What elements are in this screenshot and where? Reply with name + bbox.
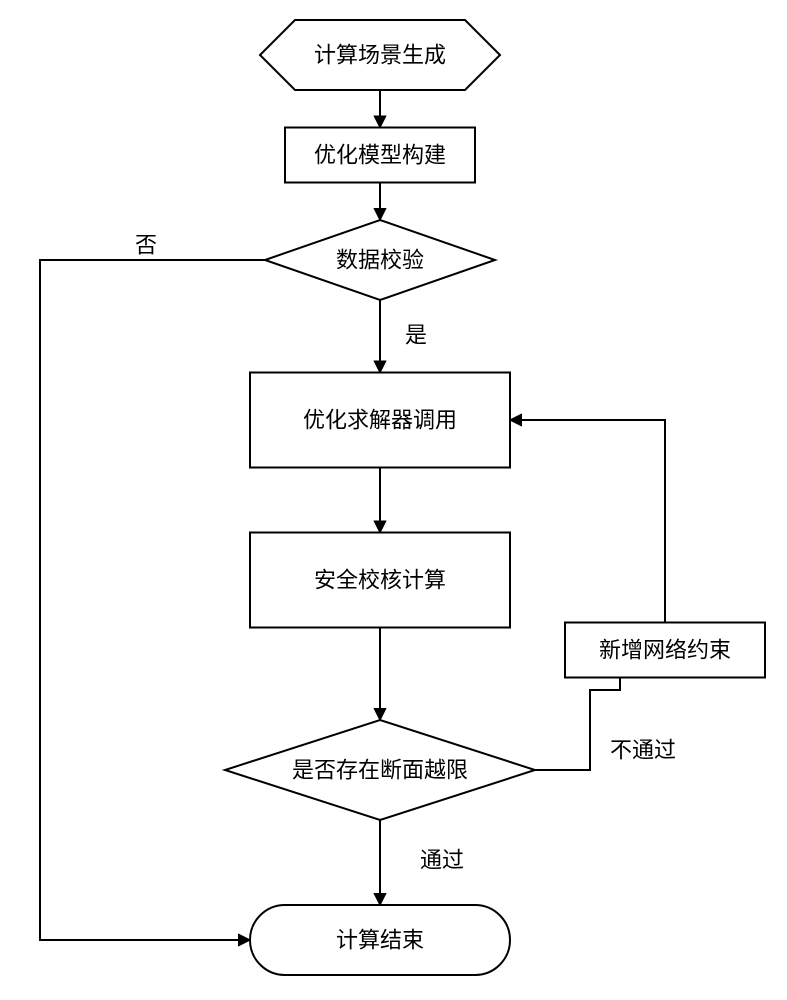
node-label-n3: 数据校验 <box>336 248 424 273</box>
edge-label-n3-n8: 否 <box>135 233 157 258</box>
node-n8: 计算结束 <box>250 905 510 975</box>
edge-label-n7-n6: 不通过 <box>610 738 676 763</box>
node-n5: 安全校核计算 <box>250 533 510 628</box>
node-n2: 优化模型构建 <box>285 128 475 183</box>
node-label-n5: 安全校核计算 <box>314 568 446 593</box>
node-label-n1: 计算场景生成 <box>314 43 446 68</box>
node-label-n6: 新增网络约束 <box>599 638 731 663</box>
node-n1: 计算场景生成 <box>260 20 500 90</box>
node-label-n4: 优化求解器调用 <box>303 408 457 433</box>
node-label-n7: 是否存在断面越限 <box>292 758 468 783</box>
node-label-n2: 优化模型构建 <box>314 143 446 168</box>
node-n6: 新增网络约束 <box>565 623 765 678</box>
edge-label-n3-n4: 是 <box>405 323 427 348</box>
node-n4: 优化求解器调用 <box>250 373 510 468</box>
edge-label-n7-n8: 通过 <box>420 848 464 873</box>
node-label-n8: 计算结束 <box>336 928 424 953</box>
